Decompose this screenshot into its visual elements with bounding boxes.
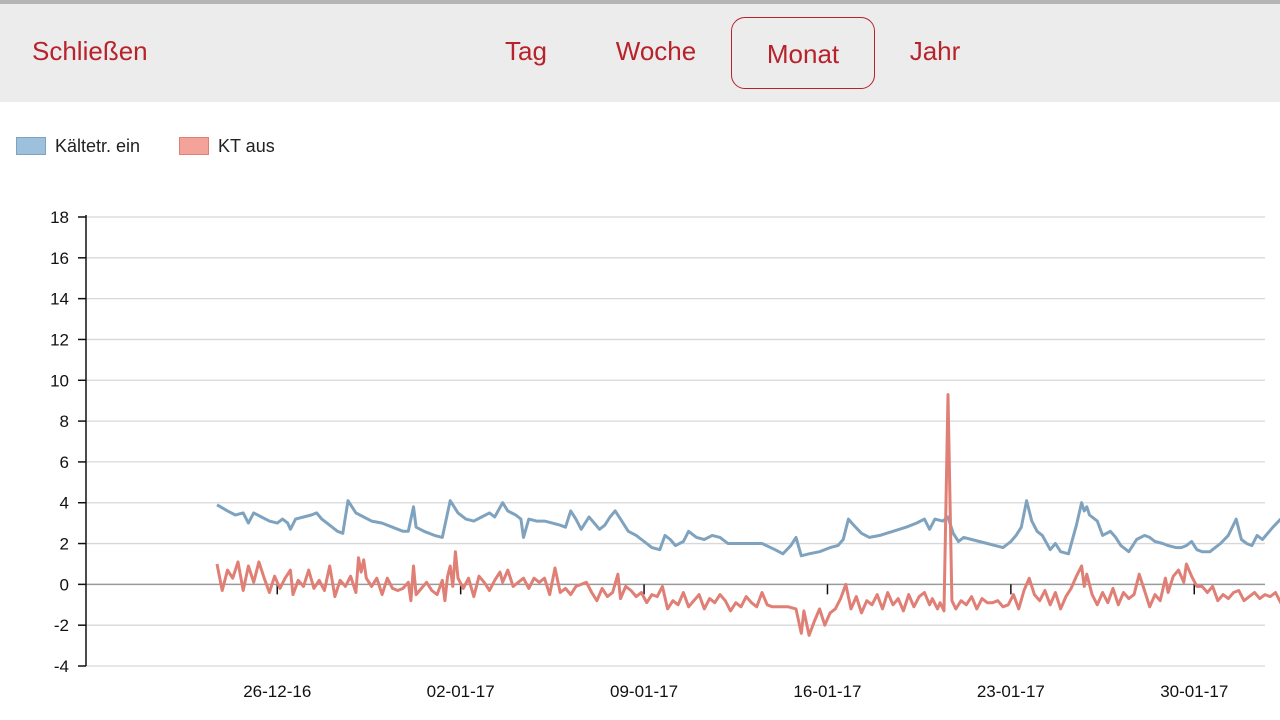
y-tick-label: 12 <box>50 330 69 349</box>
y-tick-label: 18 <box>50 208 69 227</box>
x-tick-label: 02-01-17 <box>427 682 495 701</box>
y-tick-label: -4 <box>54 657 69 676</box>
legend-label-kaeltetr-ein: Kältetr. ein <box>55 135 141 156</box>
x-tick-label: 16-01-17 <box>793 682 861 701</box>
tab-year[interactable]: Jahr <box>909 36 961 66</box>
legend-label-kt-aus: KT aus <box>218 135 275 156</box>
series-line-kt-aus <box>215 393 1280 637</box>
y-tick-label: -2 <box>54 616 69 635</box>
legend-swatch-kt-aus <box>179 137 209 155</box>
close-button[interactable]: Schließen <box>32 36 148 66</box>
x-tick-label: 26-12-16 <box>243 682 311 701</box>
legend-item-kaeltetr-ein: Kältetr. ein <box>16 135 140 157</box>
y-tick-label: 16 <box>50 249 69 268</box>
legend-item-kt-aus: KT aus <box>179 135 275 157</box>
x-tick-label: 30-01-17 <box>1160 682 1228 701</box>
y-tick-label: 0 <box>60 575 69 594</box>
y-tick-label: 8 <box>60 412 69 431</box>
y-tick-label: 4 <box>60 494 69 513</box>
y-tick-label: 6 <box>60 453 69 472</box>
y-tick-label: 10 <box>50 371 69 390</box>
tab-week[interactable]: Woche <box>615 36 697 66</box>
tab-month[interactable]: Monat <box>731 17 875 89</box>
legend-swatch-kaeltetr-ein <box>16 137 46 155</box>
series-line-kaeltetr-ein <box>216 499 1280 558</box>
top-nav-bar: Schließen Tag Woche Monat Jahr <box>0 0 1280 102</box>
y-tick-label: 2 <box>60 535 69 554</box>
y-tick-label: 14 <box>50 290 69 309</box>
x-tick-label: 23-01-17 <box>977 682 1045 701</box>
x-tick-label: 09-01-17 <box>610 682 678 701</box>
tab-day[interactable]: Tag <box>505 36 547 66</box>
